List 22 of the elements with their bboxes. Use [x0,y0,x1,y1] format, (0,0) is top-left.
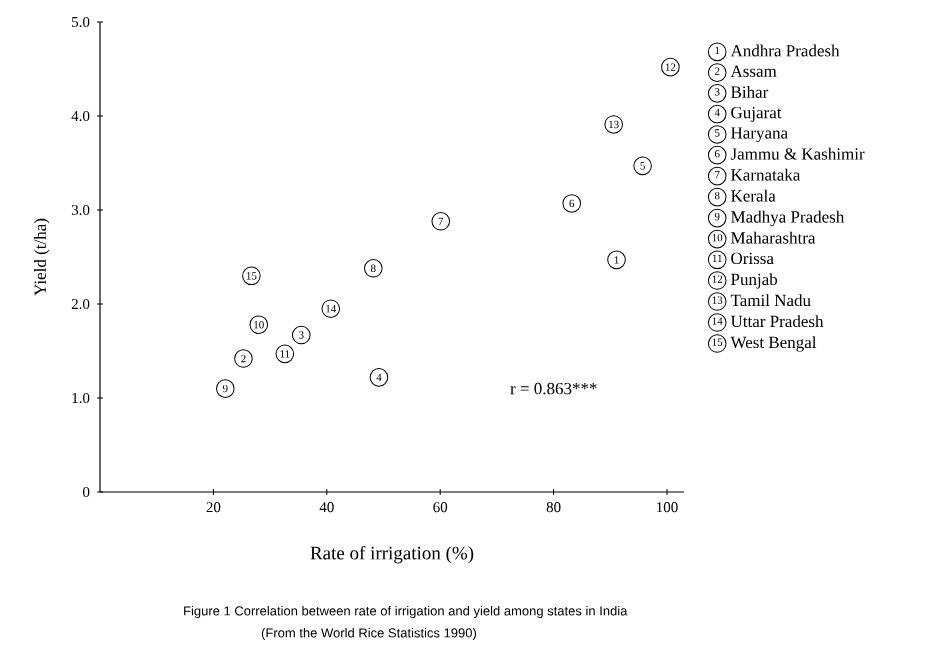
legend-label: Andhra Pradesh [730,44,840,57]
annotation: r = 0.863*** [510,382,597,395]
legend-label: Gujarat [731,106,782,122]
point [363,258,383,278]
legend-label: Kerala [731,189,776,202]
legend-label: Uttar Pradesh [730,315,824,328]
legend-label: Haryana [731,127,788,143]
legend-label: Tamil Nadu [730,294,811,307]
legend-label: Maharashtra [731,231,816,244]
legend-label: Assam [730,65,777,77]
legend-label: Punjab [731,273,778,289]
legend-label: Orissa [731,252,774,265]
y-axis-title: Yield (t/ha) [34,218,50,296]
point [607,250,626,270]
point [291,325,311,345]
legend-label: Madhya Pradesh [731,210,845,227]
point [431,211,451,231]
legend-label: Bihar [731,85,769,98]
legend-label: Jammu & Kashimir [730,147,865,160]
legend-label: West Bengal [730,336,817,352]
x-axis-title: Rate of irrigation (%) [310,545,474,564]
legend-label: Karnataka [731,168,801,181]
